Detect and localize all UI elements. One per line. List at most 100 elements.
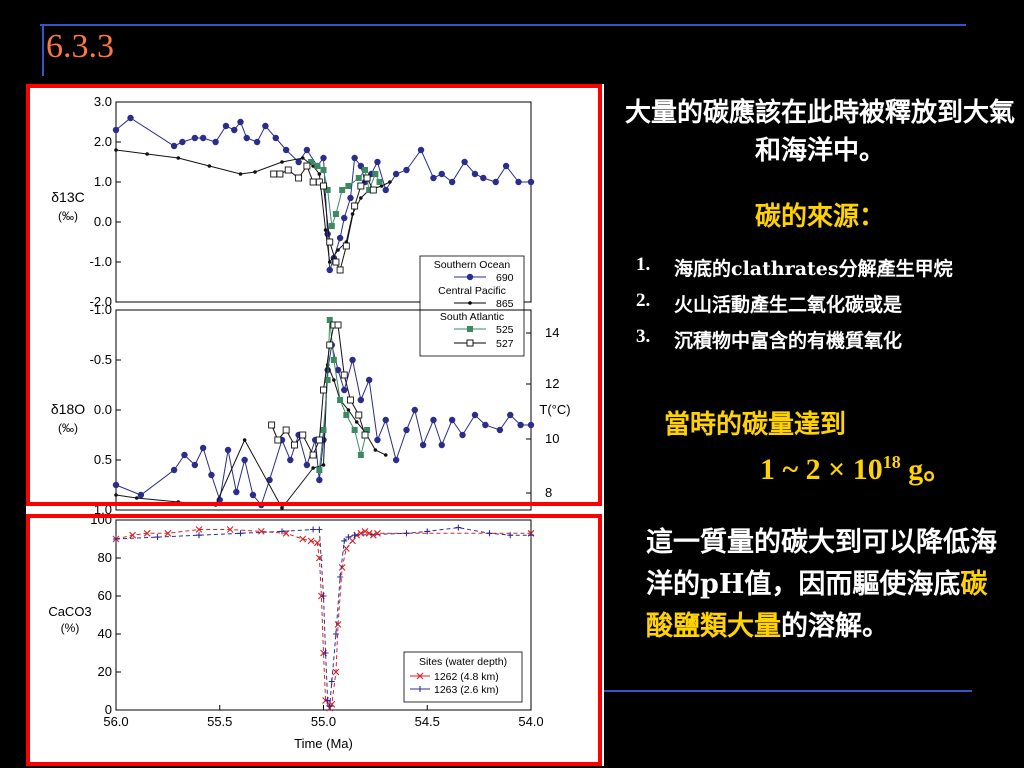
ph-text: 這一質量的碳大到可以降低海洋的pH值，因而驅使海底 <box>646 527 997 600</box>
top-rule <box>40 24 966 26</box>
carbon-amount-value: 1 ~ 2 × 1018 g。 <box>760 444 953 488</box>
data-point <box>357 182 365 190</box>
data-point <box>137 491 145 499</box>
data-point <box>392 456 400 464</box>
sources-list: 1. 海底的clathrates分解產生甲烷 2. 火山活動產生二氧化碳或是 3. 沉… <box>636 254 1024 362</box>
data-point <box>134 496 139 500</box>
data-point <box>334 321 342 329</box>
data-point <box>321 463 326 467</box>
data-point <box>471 411 479 419</box>
legend-box <box>419 255 525 357</box>
data-point <box>430 174 437 182</box>
data-point <box>300 156 305 160</box>
data-point <box>320 427 327 433</box>
data-point <box>324 697 331 704</box>
legend-heading: Central Pacific <box>438 285 506 297</box>
data-point <box>342 242 350 250</box>
data-point <box>270 170 278 178</box>
data-point <box>324 187 331 193</box>
data-point <box>323 228 328 232</box>
data-point <box>303 461 311 469</box>
data-point <box>382 416 389 424</box>
data-point <box>326 238 334 246</box>
carbon-amount-label: 當時的碳量達到 <box>664 410 847 440</box>
data-point <box>276 170 284 178</box>
data-point <box>328 223 335 229</box>
data-point <box>332 378 336 382</box>
data-point <box>349 537 356 545</box>
side-rule <box>42 26 44 76</box>
data-point <box>308 159 315 165</box>
data-point <box>355 175 362 181</box>
data-point <box>424 528 431 535</box>
data-point <box>332 211 339 217</box>
data-point <box>374 158 381 166</box>
data-point <box>324 377 331 383</box>
y-tick-label: -0.5 <box>90 352 112 367</box>
x-tick-label: 54.0 <box>518 714 543 729</box>
data-point <box>268 421 276 429</box>
data-point <box>129 531 136 539</box>
data-point <box>326 703 333 710</box>
data-point <box>154 534 161 541</box>
y-tick-label: 0.5 <box>94 452 112 467</box>
plot-frame <box>115 101 532 303</box>
data-point <box>164 529 172 537</box>
data-point <box>327 260 332 264</box>
data-point <box>320 154 327 162</box>
data-point <box>249 491 257 499</box>
data-point <box>299 535 307 543</box>
data-point <box>231 126 238 134</box>
legend-label: 525 <box>496 324 514 336</box>
data-point <box>365 529 373 537</box>
legend-label: 690 <box>496 272 514 284</box>
data-point <box>317 172 322 176</box>
data-point <box>340 371 348 379</box>
data-point <box>369 186 377 194</box>
data-point <box>351 532 358 539</box>
amount-suffix: g。 <box>900 453 954 486</box>
y-tick-label: 2.0 <box>94 134 112 149</box>
data-point <box>383 453 388 457</box>
bottom-rule <box>600 690 972 692</box>
data-point <box>345 534 352 541</box>
data-point <box>284 166 292 174</box>
data-point <box>403 530 410 537</box>
y-tick-label: -1.0 <box>90 302 112 317</box>
right-axis-label: T(°C) <box>539 402 570 417</box>
y-axis-unit: (%) <box>61 621 80 635</box>
data-point <box>303 162 311 170</box>
y-tick-label: -2.0 <box>90 294 112 309</box>
data-point <box>336 234 344 242</box>
data-point <box>363 174 371 182</box>
data-point <box>280 506 284 510</box>
data-point <box>359 196 363 200</box>
data-point <box>346 408 351 412</box>
data-point <box>345 183 352 189</box>
data-point <box>369 531 377 539</box>
data-point <box>315 436 323 444</box>
data-point <box>354 420 359 424</box>
data-point <box>237 118 244 126</box>
legend-label: 1262 (4.8 km) <box>434 671 499 683</box>
data-point <box>455 524 462 531</box>
data-point <box>309 178 317 186</box>
data-point <box>438 441 445 449</box>
data-point <box>243 134 250 142</box>
right-tick-label: 10 <box>545 431 559 446</box>
data-point <box>241 456 248 464</box>
data-point <box>528 532 534 539</box>
list-item-number: 3. <box>636 326 651 347</box>
data-point <box>361 431 369 439</box>
data-point <box>365 376 373 384</box>
data-point <box>468 301 472 305</box>
data-point <box>272 134 279 142</box>
right-tick-label: 12 <box>545 376 559 391</box>
right-tick-label: 8 <box>545 485 552 500</box>
data-point <box>282 146 290 154</box>
legend-heading: Southern Ocean <box>434 259 511 271</box>
data-point <box>388 180 392 184</box>
y-tick-label: 0.0 <box>94 402 112 417</box>
data-point <box>212 138 219 146</box>
